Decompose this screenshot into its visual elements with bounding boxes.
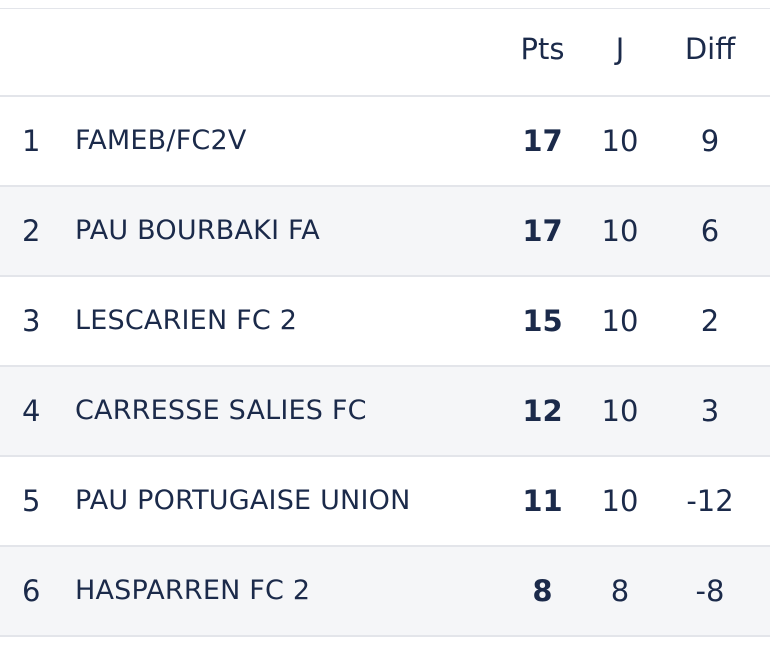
points-cell: 15 xyxy=(522,304,563,338)
table-header: Pts J Diff xyxy=(0,9,770,97)
team-name-link[interactable]: HASPARREN FC 2 xyxy=(75,575,311,606)
diff-cell: -8 xyxy=(695,574,725,608)
diff-cell: 6 xyxy=(700,214,720,248)
table-body: 1 FAMEB/FC2V 17 10 9 2 PAU BOURBAKI FA 1… xyxy=(0,97,770,637)
header-played[interactable]: J xyxy=(615,32,625,66)
played-cell: 10 xyxy=(601,214,639,248)
team-name-link[interactable]: LESCARIEN FC 2 xyxy=(75,305,298,336)
rank-cell: 3 xyxy=(22,304,41,338)
team-name-link[interactable]: FAMEB/FC2V xyxy=(75,125,247,156)
table-row[interactable]: 5 PAU PORTUGAISE UNION 11 10 -12 xyxy=(0,457,770,547)
points-cell: 11 xyxy=(522,484,563,518)
points-cell: 12 xyxy=(522,394,563,428)
points-cell: 8 xyxy=(532,574,553,608)
rank-cell: 1 xyxy=(22,124,41,158)
table-top-divider xyxy=(0,8,770,9)
points-cell: 17 xyxy=(522,124,563,158)
table-row[interactable]: 2 PAU BOURBAKI FA 17 10 6 xyxy=(0,187,770,277)
team-name-link[interactable]: CARRESSE SALIES FC xyxy=(75,395,367,426)
points-cell: 17 xyxy=(522,214,563,248)
header-points[interactable]: Pts xyxy=(520,32,565,66)
played-cell: 10 xyxy=(601,304,639,338)
rank-cell: 5 xyxy=(22,484,41,518)
diff-cell: 3 xyxy=(700,394,720,428)
rank-cell: 2 xyxy=(22,214,41,248)
table-row[interactable]: 1 FAMEB/FC2V 17 10 9 xyxy=(0,97,770,187)
rank-cell: 4 xyxy=(22,394,41,428)
played-cell: 10 xyxy=(601,124,639,158)
header-goal-difference[interactable]: Diff xyxy=(684,32,736,66)
rank-cell: 6 xyxy=(22,574,41,608)
table-row[interactable]: 4 CARRESSE SALIES FC 12 10 3 xyxy=(0,367,770,457)
diff-cell: 9 xyxy=(700,124,720,158)
table-row[interactable]: 6 HASPARREN FC 2 8 8 -8 xyxy=(0,547,770,637)
diff-cell: -12 xyxy=(686,484,734,518)
team-name-link[interactable]: PAU PORTUGAISE UNION xyxy=(75,485,411,516)
diff-cell: 2 xyxy=(700,304,720,338)
played-cell: 8 xyxy=(610,574,630,608)
team-name-link[interactable]: PAU BOURBAKI FA xyxy=(75,215,320,246)
table-row[interactable]: 3 LESCARIEN FC 2 15 10 2 xyxy=(0,277,770,367)
played-cell: 10 xyxy=(601,394,639,428)
played-cell: 10 xyxy=(601,484,639,518)
